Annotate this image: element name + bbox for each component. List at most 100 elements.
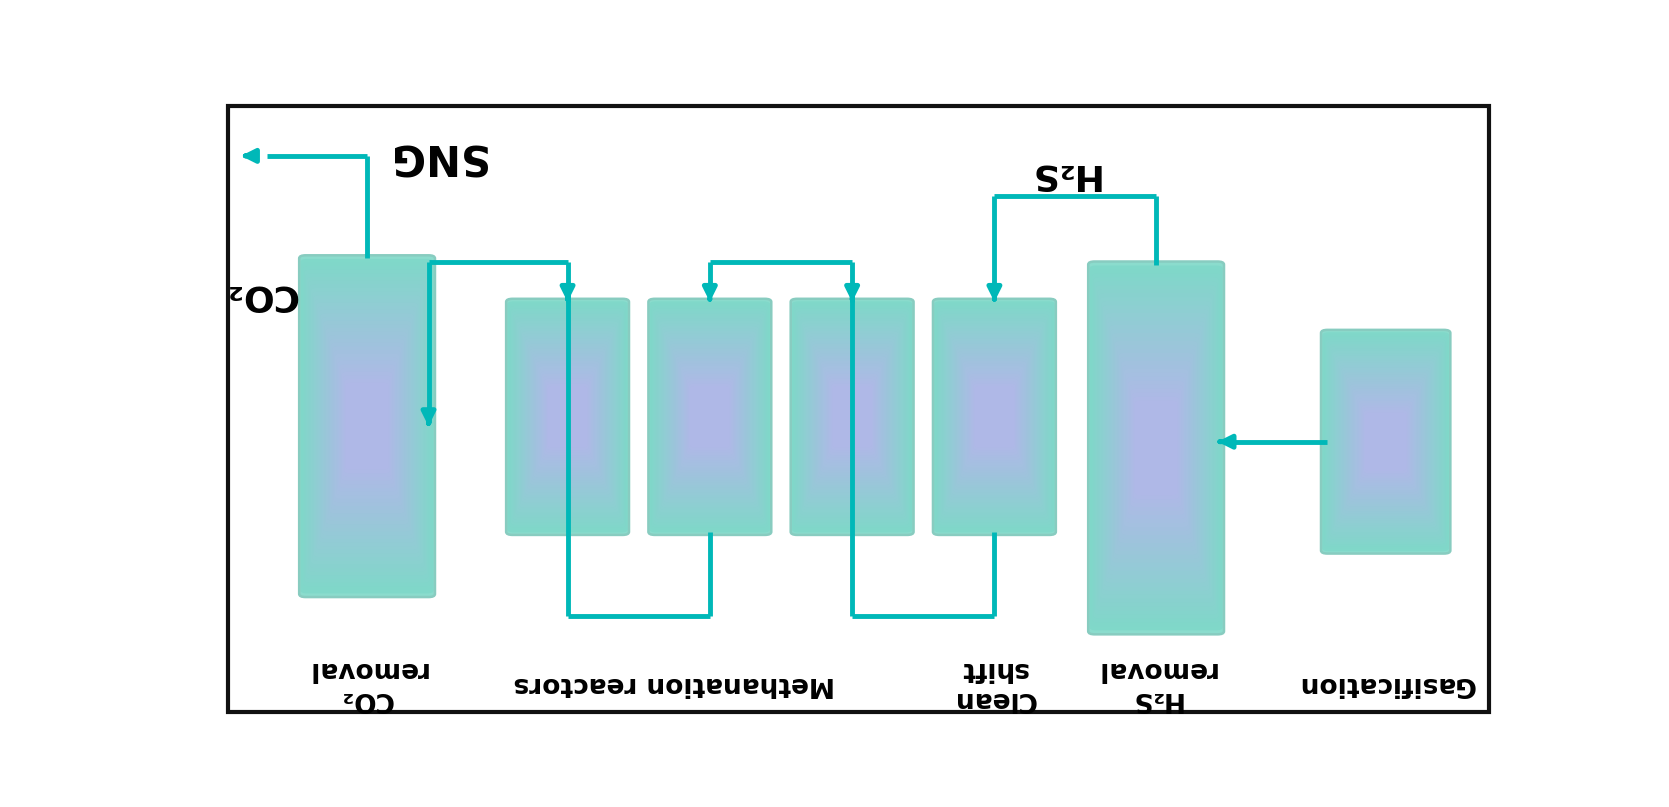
FancyBboxPatch shape xyxy=(679,364,741,470)
FancyBboxPatch shape xyxy=(305,274,429,579)
FancyBboxPatch shape xyxy=(664,331,756,503)
FancyBboxPatch shape xyxy=(803,324,901,510)
FancyBboxPatch shape xyxy=(1090,266,1223,630)
FancyBboxPatch shape xyxy=(1098,290,1215,607)
FancyBboxPatch shape xyxy=(526,339,609,495)
FancyBboxPatch shape xyxy=(938,309,1051,525)
FancyBboxPatch shape xyxy=(1105,309,1208,587)
FancyBboxPatch shape xyxy=(1347,377,1425,506)
FancyBboxPatch shape xyxy=(1117,345,1197,550)
FancyBboxPatch shape xyxy=(519,326,616,508)
FancyBboxPatch shape xyxy=(1107,317,1205,579)
FancyBboxPatch shape xyxy=(963,362,1026,473)
Text: H₂S: H₂S xyxy=(1026,157,1098,191)
FancyBboxPatch shape xyxy=(689,383,731,450)
FancyBboxPatch shape xyxy=(951,339,1036,495)
FancyBboxPatch shape xyxy=(1098,294,1213,603)
FancyBboxPatch shape xyxy=(1357,396,1415,487)
FancyBboxPatch shape xyxy=(521,328,614,505)
FancyBboxPatch shape xyxy=(953,341,1035,492)
FancyBboxPatch shape xyxy=(1130,385,1183,511)
FancyBboxPatch shape xyxy=(686,376,734,458)
FancyBboxPatch shape xyxy=(1118,349,1195,547)
FancyBboxPatch shape xyxy=(808,337,896,497)
FancyBboxPatch shape xyxy=(816,353,888,480)
FancyBboxPatch shape xyxy=(948,331,1040,503)
FancyBboxPatch shape xyxy=(940,312,1050,522)
FancyBboxPatch shape xyxy=(965,366,1023,467)
FancyBboxPatch shape xyxy=(799,316,905,517)
FancyBboxPatch shape xyxy=(686,378,733,455)
FancyBboxPatch shape xyxy=(1365,412,1405,471)
FancyBboxPatch shape xyxy=(1112,329,1202,567)
FancyBboxPatch shape xyxy=(678,358,743,475)
FancyBboxPatch shape xyxy=(1364,410,1407,473)
FancyBboxPatch shape xyxy=(1103,305,1210,591)
FancyBboxPatch shape xyxy=(968,374,1020,460)
FancyBboxPatch shape xyxy=(300,259,434,593)
FancyBboxPatch shape xyxy=(965,364,1025,470)
FancyBboxPatch shape xyxy=(663,328,758,505)
FancyBboxPatch shape xyxy=(666,337,753,497)
FancyBboxPatch shape xyxy=(1100,297,1212,599)
FancyBboxPatch shape xyxy=(317,303,417,550)
FancyBboxPatch shape xyxy=(973,383,1015,450)
FancyBboxPatch shape xyxy=(651,303,769,530)
FancyBboxPatch shape xyxy=(342,372,392,480)
FancyBboxPatch shape xyxy=(796,309,910,525)
FancyBboxPatch shape xyxy=(541,371,594,462)
FancyBboxPatch shape xyxy=(507,301,628,533)
FancyBboxPatch shape xyxy=(1345,374,1427,508)
FancyBboxPatch shape xyxy=(1332,351,1439,533)
FancyBboxPatch shape xyxy=(814,349,890,485)
FancyBboxPatch shape xyxy=(537,364,598,470)
FancyBboxPatch shape xyxy=(1352,387,1420,497)
FancyBboxPatch shape xyxy=(948,328,1041,505)
FancyBboxPatch shape xyxy=(1352,389,1419,495)
FancyBboxPatch shape xyxy=(531,351,604,483)
FancyBboxPatch shape xyxy=(1133,397,1178,499)
FancyBboxPatch shape xyxy=(1342,370,1429,513)
Text: CO₂: CO₂ xyxy=(224,278,297,312)
FancyBboxPatch shape xyxy=(531,349,606,485)
FancyBboxPatch shape xyxy=(951,337,1038,497)
FancyBboxPatch shape xyxy=(684,374,736,460)
FancyBboxPatch shape xyxy=(329,336,406,517)
FancyBboxPatch shape xyxy=(536,362,599,473)
FancyBboxPatch shape xyxy=(793,303,911,530)
FancyBboxPatch shape xyxy=(312,291,422,561)
FancyBboxPatch shape xyxy=(522,334,613,500)
FancyBboxPatch shape xyxy=(1123,365,1190,531)
FancyBboxPatch shape xyxy=(818,356,886,478)
FancyBboxPatch shape xyxy=(1125,373,1187,523)
FancyBboxPatch shape xyxy=(821,364,883,470)
FancyBboxPatch shape xyxy=(821,362,883,473)
FancyBboxPatch shape xyxy=(1102,301,1210,595)
FancyBboxPatch shape xyxy=(310,284,424,568)
FancyBboxPatch shape xyxy=(340,368,394,484)
FancyBboxPatch shape xyxy=(1132,393,1180,503)
FancyBboxPatch shape xyxy=(1362,405,1410,478)
FancyBboxPatch shape xyxy=(661,324,759,510)
FancyBboxPatch shape xyxy=(1347,379,1424,504)
FancyBboxPatch shape xyxy=(322,317,412,535)
FancyBboxPatch shape xyxy=(1355,394,1417,490)
FancyBboxPatch shape xyxy=(968,371,1021,462)
FancyBboxPatch shape xyxy=(683,369,738,465)
FancyBboxPatch shape xyxy=(683,371,736,462)
FancyBboxPatch shape xyxy=(1093,278,1218,618)
FancyBboxPatch shape xyxy=(804,328,900,505)
FancyBboxPatch shape xyxy=(506,299,629,535)
FancyBboxPatch shape xyxy=(811,341,893,492)
FancyBboxPatch shape xyxy=(945,324,1043,510)
FancyBboxPatch shape xyxy=(1342,368,1430,516)
FancyBboxPatch shape xyxy=(1132,389,1182,507)
FancyBboxPatch shape xyxy=(960,356,1028,478)
FancyBboxPatch shape xyxy=(327,332,407,521)
FancyBboxPatch shape xyxy=(325,328,409,525)
FancyBboxPatch shape xyxy=(509,307,626,528)
FancyBboxPatch shape xyxy=(332,346,402,506)
FancyBboxPatch shape xyxy=(529,346,606,487)
FancyBboxPatch shape xyxy=(831,383,873,450)
FancyBboxPatch shape xyxy=(1322,332,1449,551)
